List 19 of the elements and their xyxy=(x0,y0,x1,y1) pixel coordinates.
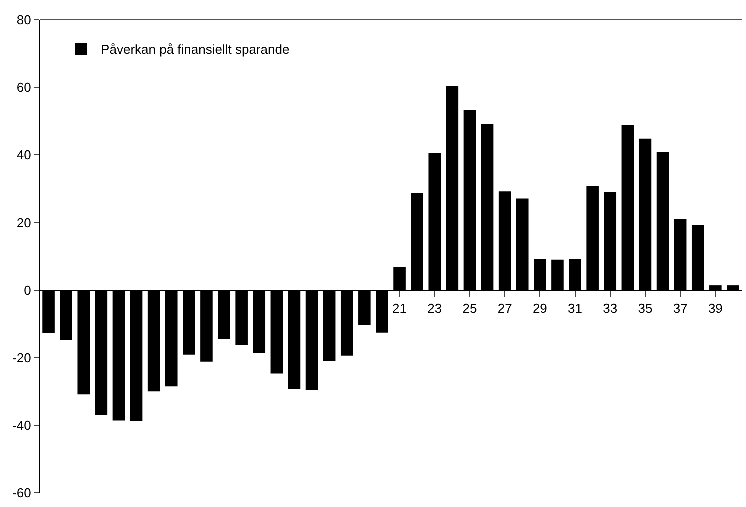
legend-label: Påverkan på finansiellt sparande xyxy=(101,42,290,58)
y-tick-label: 0 xyxy=(24,282,32,298)
x-tick-label: 37 xyxy=(673,300,688,316)
y-tick-label: 40 xyxy=(16,148,32,163)
x-tick-label: 39 xyxy=(708,300,723,316)
y-tick-label: -60 xyxy=(12,486,32,501)
x-tick-label: 21 xyxy=(392,300,408,316)
y-tick-label: 80 xyxy=(16,12,32,28)
x-tick-label: 31 xyxy=(568,300,583,316)
y-tick-label: 20 xyxy=(16,215,32,230)
x-tick-label: 23 xyxy=(428,300,442,316)
y-tick-label: -20 xyxy=(12,350,32,366)
x-tick-label: 35 xyxy=(638,300,653,316)
x-tick-label: 33 xyxy=(603,300,618,316)
y-tick-label: 60 xyxy=(16,80,32,96)
x-tick-label: 25 xyxy=(462,300,478,316)
x-tick-label: 29 xyxy=(532,300,548,316)
x-tick-label: 27 xyxy=(498,300,512,316)
y-tick-label: -40 xyxy=(12,418,32,433)
